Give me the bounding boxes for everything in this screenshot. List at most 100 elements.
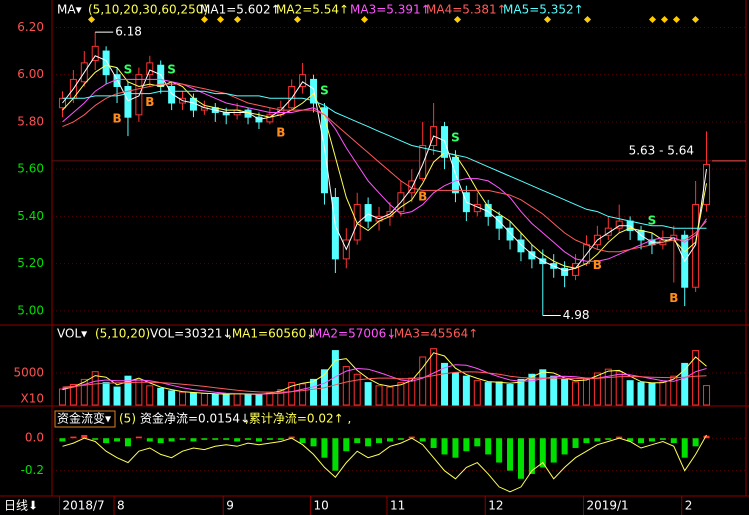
volume-bar bbox=[386, 386, 394, 406]
flow-bar bbox=[507, 438, 514, 471]
volume-bar bbox=[310, 378, 318, 406]
flow-bar bbox=[452, 438, 459, 458]
x-tick-label: 8 bbox=[117, 499, 125, 513]
flow-bar bbox=[135, 436, 142, 439]
signal-label: S bbox=[648, 213, 657, 227]
volume-bar bbox=[419, 356, 427, 406]
flow-bar bbox=[550, 438, 557, 463]
flow-bar bbox=[114, 438, 121, 442]
volume-bar bbox=[703, 385, 711, 406]
volume-bar bbox=[648, 382, 656, 406]
y-tick-label: 5.40 bbox=[17, 209, 44, 223]
signal-diamond bbox=[216, 15, 225, 24]
volume-bar bbox=[408, 377, 416, 406]
volume-bar bbox=[200, 392, 208, 406]
volume-bar bbox=[451, 372, 459, 406]
volume-bar bbox=[255, 393, 263, 406]
signal-diamond bbox=[360, 15, 369, 24]
volume-bar bbox=[244, 394, 252, 406]
candle-body bbox=[168, 85, 176, 104]
flow-bar bbox=[561, 438, 568, 455]
volume-bar bbox=[189, 392, 197, 406]
volume-bar bbox=[91, 371, 99, 406]
volume-bar bbox=[157, 387, 165, 406]
legend-entry: ,累计净流=0.02↑ , bbox=[245, 412, 351, 426]
signal-label: S bbox=[451, 131, 460, 145]
flow-bar bbox=[266, 438, 273, 440]
signal-label: B bbox=[145, 95, 154, 109]
candle-body bbox=[561, 267, 569, 276]
volume-bar bbox=[539, 369, 547, 406]
flow-bar bbox=[517, 438, 524, 479]
signal-label: B bbox=[669, 291, 678, 305]
signal-diamond bbox=[648, 15, 657, 24]
volume-bar bbox=[364, 382, 372, 406]
candle-body bbox=[572, 263, 580, 276]
volume-bar bbox=[288, 382, 296, 406]
volume-bar bbox=[550, 375, 558, 406]
legend-entry: MA5=5.352↑ bbox=[503, 3, 584, 17]
y-tick-label: 6.00 bbox=[17, 67, 44, 81]
x-tick-label: 2019/1 bbox=[586, 499, 628, 513]
flow-bar bbox=[124, 438, 131, 447]
y-tick-label: 6.20 bbox=[17, 20, 44, 34]
ma-line bbox=[62, 83, 707, 253]
flow-bar bbox=[616, 436, 623, 439]
annotation: 6.18 bbox=[115, 25, 142, 39]
legend-entry: (5) bbox=[119, 412, 136, 426]
signal-diamond bbox=[87, 15, 96, 24]
volume-bar bbox=[561, 378, 569, 406]
volume-bar bbox=[211, 393, 219, 406]
volume-bar bbox=[517, 378, 525, 406]
indicator-box[interactable] bbox=[54, 410, 116, 428]
volume-bar bbox=[80, 378, 88, 406]
candle-body bbox=[58, 97, 66, 109]
candle-body bbox=[528, 251, 536, 260]
legend-entry: VOL▾ bbox=[57, 327, 87, 341]
y-tick-label: 5.80 bbox=[17, 114, 44, 128]
candle-body bbox=[91, 45, 99, 62]
legend-entry: MA2=5.54↑ bbox=[276, 3, 349, 17]
volume-bar bbox=[441, 362, 449, 406]
signal-label: B bbox=[418, 189, 427, 203]
candle-body bbox=[495, 215, 503, 229]
ma-line bbox=[62, 90, 707, 229]
legend-entry: VOL=30321↓ bbox=[150, 327, 232, 341]
flow-bar bbox=[386, 438, 393, 442]
flow-bar bbox=[343, 438, 350, 452]
ma-line bbox=[62, 64, 707, 269]
signal-label: S bbox=[320, 84, 329, 98]
candle-body bbox=[364, 204, 372, 222]
legend-entry: 资金流变▾ bbox=[57, 411, 111, 426]
signal-label: B bbox=[112, 112, 121, 126]
flow-bar bbox=[376, 438, 383, 444]
signal-label: B bbox=[276, 126, 285, 140]
flow-bar bbox=[321, 438, 328, 458]
legend-entry: MA▾ bbox=[57, 3, 82, 17]
flow-bar bbox=[245, 438, 252, 440]
y-tick-label: 5.60 bbox=[17, 162, 44, 176]
flow-bar bbox=[430, 438, 437, 448]
volume-bar bbox=[484, 382, 492, 406]
candle-body bbox=[604, 227, 612, 236]
flow-bar bbox=[168, 438, 175, 442]
flow-bar bbox=[572, 438, 579, 448]
y-tick-label: 5000 bbox=[13, 366, 44, 380]
volume-bar bbox=[506, 384, 514, 406]
y-tick-label: 0.0 bbox=[25, 431, 44, 445]
flow-bar bbox=[70, 436, 77, 439]
signal-diamond bbox=[453, 15, 462, 24]
x-tick-label: 9 bbox=[226, 499, 234, 513]
volume-bar bbox=[528, 373, 536, 406]
flow-bar bbox=[496, 438, 503, 463]
x-tick-label: 11 bbox=[390, 499, 405, 513]
signal-diamond bbox=[543, 15, 552, 24]
flow-bar bbox=[277, 438, 284, 440]
period-label[interactable]: 日线⬇ bbox=[4, 499, 38, 513]
flow-bar bbox=[474, 438, 481, 447]
x-tick-label: 10 bbox=[314, 499, 329, 513]
flow-bar bbox=[441, 438, 448, 455]
signal-diamond bbox=[200, 15, 209, 24]
flow-bar bbox=[288, 436, 295, 439]
